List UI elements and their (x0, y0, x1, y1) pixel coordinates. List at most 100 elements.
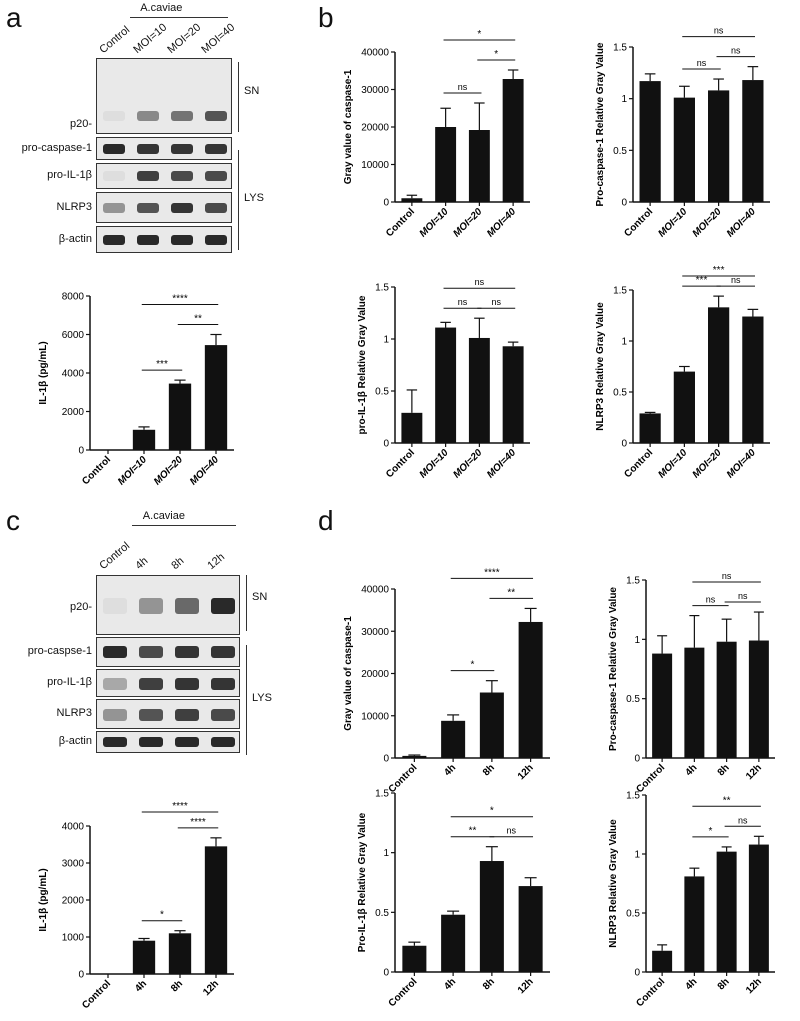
blot-band (175, 598, 199, 614)
y-tick-label: 20000 (361, 123, 389, 134)
bar (401, 412, 423, 443)
bar (742, 80, 764, 202)
significance-label: * (477, 29, 481, 40)
blot-band (137, 144, 159, 154)
significance-label: ns (491, 297, 501, 307)
significance-label: **** (484, 567, 500, 578)
y-tick-label: 0 (634, 968, 640, 979)
blot-band (205, 235, 227, 245)
lys-bracket (246, 645, 247, 755)
y-tick-label: 0 (383, 968, 389, 979)
x-tick-label: 8h (169, 978, 185, 994)
y-tick-label: 40000 (361, 585, 389, 596)
bar (684, 647, 705, 758)
blot-band (103, 598, 127, 614)
lys-label: LYS (244, 192, 264, 204)
blot-band (103, 737, 127, 747)
bar (748, 640, 769, 758)
y-tick-label: 10000 (361, 711, 389, 722)
bar (402, 755, 427, 758)
y-axis-label: NLRP3 Relative Gray Value (595, 302, 606, 431)
y-axis-label: Pro-IL-1β Relative Gray Value (357, 812, 368, 952)
y-tick-label: 0 (383, 439, 389, 450)
blot-band (139, 737, 163, 747)
bar (468, 130, 490, 202)
y-tick-label: 0 (78, 446, 84, 457)
y-tick-label: 0 (634, 754, 640, 765)
y-tick-label: 1 (383, 335, 389, 346)
blot-strip (96, 58, 232, 134)
panel-letter-a: a (6, 2, 22, 33)
y-axis-label: pro-IL-1β Relative Gray Value (357, 295, 368, 434)
y-tick-label: 40000 (361, 48, 389, 59)
y-tick-label: 2000 (62, 896, 85, 907)
blot-lane-label: 12h (205, 551, 228, 572)
x-tick-label: MOI=20 (451, 206, 484, 239)
x-tick-label: 8h (481, 976, 497, 992)
blot-band (103, 646, 127, 658)
y-tick-label: 0.5 (626, 909, 640, 920)
blot-band (139, 646, 163, 658)
bar (716, 851, 737, 972)
blot-lane-label: 4h (133, 554, 151, 572)
blot-band (171, 203, 193, 213)
blot-lane-label: MOI=10 (130, 21, 169, 56)
blot-strip (96, 137, 232, 160)
bar (441, 914, 466, 972)
bar (673, 371, 695, 443)
significance-label: ns (697, 58, 707, 68)
significance-label: ns (722, 571, 732, 581)
blot-band (211, 598, 235, 614)
blot-band (103, 203, 125, 213)
x-tick-label: Control (384, 447, 417, 480)
bar (502, 79, 524, 202)
bar (742, 316, 764, 443)
x-tick-label: 12h (201, 978, 221, 998)
x-tick-label: 12h (516, 976, 536, 996)
blot-strip (96, 637, 240, 667)
y-tick-label: 0.5 (375, 387, 389, 398)
blot-row-label: pro-IL-1β (47, 676, 92, 688)
y-tick-label: 0 (78, 970, 84, 981)
blot-strip (96, 163, 232, 189)
blot-lane-label: Control (96, 24, 132, 56)
blot-band (103, 144, 125, 154)
x-tick-label: MOI=10 (656, 206, 689, 239)
significance-label: ns (731, 46, 741, 56)
blot-strip (96, 226, 232, 253)
y-tick-label: 1000 (62, 933, 85, 944)
x-tick-label: Control (80, 978, 113, 1011)
y-axis-label: Pro-caspase-1 Relative Gray Value (595, 42, 606, 206)
y-tick-label: 6000 (62, 330, 85, 341)
y-tick-label: 10000 (361, 160, 389, 171)
x-tick-label: 4h (442, 976, 458, 992)
sn-bracket (246, 575, 247, 631)
blot-band (175, 709, 199, 721)
blot-row-label: pro-IL-1β (47, 169, 92, 181)
x-tick-label: Control (634, 976, 667, 1009)
bar (402, 945, 427, 972)
blot-row-label: p20- (69, 118, 92, 130)
blot-group-line (132, 525, 236, 526)
blot-band (211, 678, 235, 690)
y-axis-label: Pro-caspase-1 Relative Gray Value (608, 587, 619, 751)
y-axis-label: IL-1β (pg/mL) (38, 868, 49, 931)
chart-d-proil1b: 0 0.5 1 1.5 Pro-IL-1β Relative Gray Value Con… (357, 789, 550, 1009)
chart-d-nlrp3: 0 0.5 1 1.5 NLRP3 Relative Gray Value Control… (608, 791, 775, 1009)
blot-band (103, 709, 127, 721)
significance-label: * (160, 910, 164, 921)
significance-label: ** (469, 826, 477, 837)
significance-label: ns (738, 591, 748, 601)
chart-b-nlrp3: 0 0.5 1 1.5 NLRP3 Relative Gray Value Control… (595, 265, 770, 480)
y-tick-label: 0.5 (613, 146, 627, 157)
significance-label: ns (458, 297, 468, 307)
blot-group-line (130, 17, 228, 18)
x-tick-label: MOI=40 (485, 206, 518, 239)
bar (435, 127, 457, 202)
bar (716, 641, 737, 758)
blot-band (137, 171, 159, 181)
x-tick-label: Control (80, 454, 113, 487)
x-tick-label: MOI=20 (691, 206, 724, 239)
bar (708, 307, 730, 443)
